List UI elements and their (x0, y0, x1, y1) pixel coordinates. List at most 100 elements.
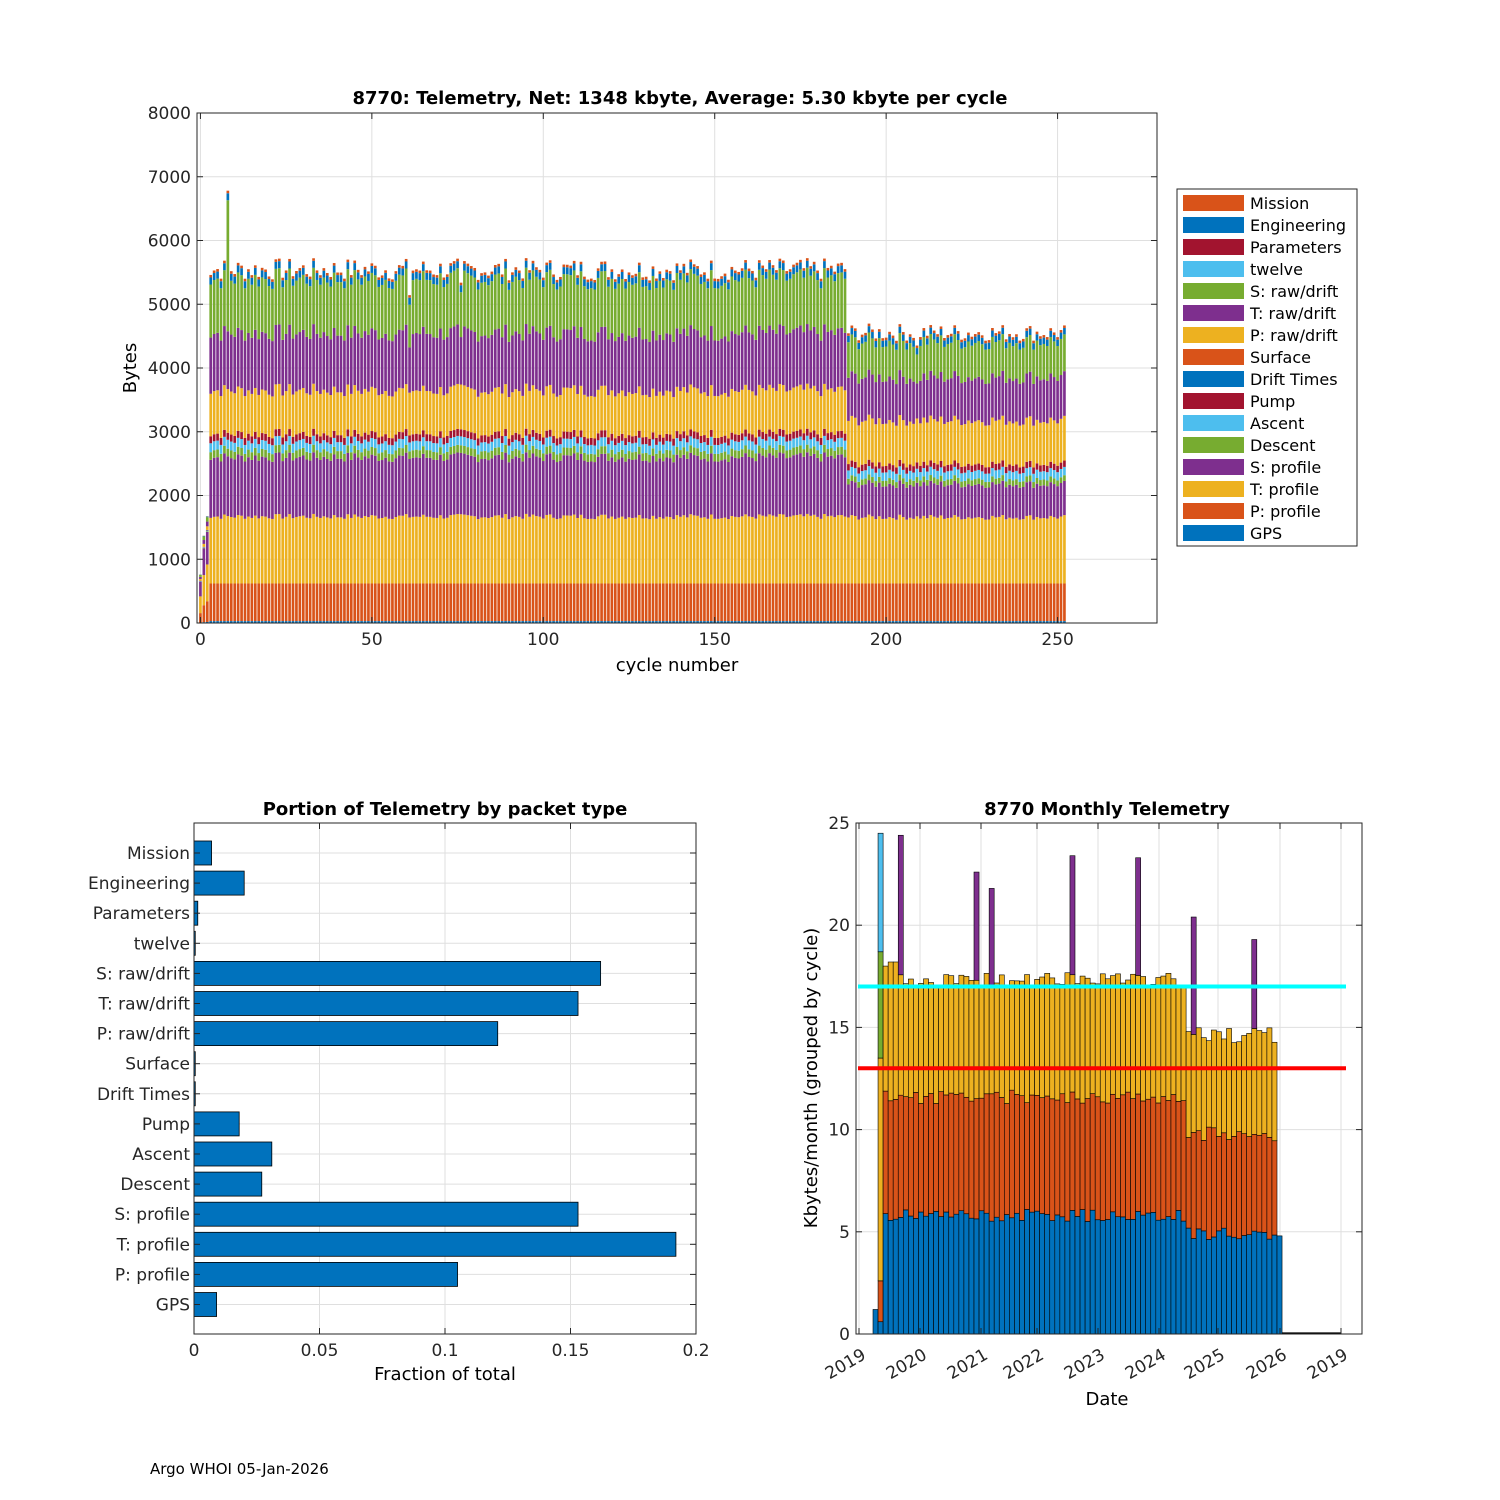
bar-segment (922, 482, 926, 516)
bar-segment (552, 517, 555, 584)
bar-segment (867, 514, 871, 584)
bar-segment (583, 286, 586, 339)
bar-segment (929, 325, 933, 328)
bar-segment (439, 438, 442, 448)
bar-segment (514, 621, 518, 623)
bar-segment (915, 621, 919, 623)
bar-segment (545, 386, 549, 431)
bar-segment (884, 381, 888, 424)
bar-segment (466, 447, 470, 455)
bar-segment (229, 273, 233, 281)
bar-segment (634, 283, 638, 337)
bar-segment (919, 380, 922, 424)
bar-segment (613, 288, 617, 342)
bar-segment (391, 445, 394, 455)
bar-segment (1025, 468, 1029, 477)
bar-segment (1035, 331, 1039, 335)
bar-segment (229, 458, 233, 518)
bar-segment (264, 621, 267, 623)
bar-segment (1008, 517, 1011, 584)
bar-segment (442, 621, 446, 623)
bar-segment (936, 517, 939, 584)
bar-segment (425, 457, 429, 517)
bar-segment (836, 266, 840, 274)
bar-segment (836, 515, 840, 584)
bar-segment (644, 621, 648, 623)
bar-segment (1045, 472, 1049, 481)
bar-segment (802, 621, 806, 623)
bar-segment (421, 271, 425, 327)
bar-segment (1195, 1228, 1202, 1335)
bar-segment (586, 289, 590, 342)
bar-segment (449, 454, 453, 516)
bar-segment (613, 279, 617, 282)
bar-segment (665, 449, 669, 458)
bar-segment (250, 452, 254, 460)
bar-segment (696, 275, 699, 331)
bar-segment (565, 515, 569, 584)
bar-segment (391, 518, 394, 584)
bar-segment (552, 337, 555, 394)
bar-segment (788, 621, 792, 623)
bar-segment (226, 516, 230, 584)
bar-segment (685, 442, 689, 452)
bar-segment (922, 373, 926, 418)
bar-segment (1009, 1217, 1015, 1335)
bar-segment (953, 334, 957, 372)
bar-segment (445, 274, 449, 277)
bar-segment (963, 466, 967, 473)
bar-segment (521, 340, 525, 396)
category-label: twelve (134, 934, 190, 954)
bar-segment (1018, 487, 1022, 520)
bar-segment (1001, 515, 1005, 584)
bar-segment (315, 270, 319, 273)
bar-segment (634, 583, 638, 622)
bar-segment (421, 453, 425, 515)
bar-segment (1140, 1100, 1147, 1216)
bar-segment (799, 325, 802, 385)
bar-segment (994, 377, 998, 421)
bar-segment (260, 277, 264, 332)
bar-segment (610, 621, 614, 623)
bar-segment (692, 328, 696, 388)
bar-segment (881, 347, 885, 382)
bar-segment (860, 464, 864, 472)
bar-segment (264, 333, 267, 391)
stacked-bars (199, 190, 1066, 623)
bar-segment (555, 279, 559, 283)
bar-segment (281, 277, 285, 281)
bar-segment (349, 517, 353, 584)
bar-segment (973, 378, 977, 422)
bar-segment (809, 448, 813, 456)
bar-segment (473, 440, 477, 450)
bar-segment (1049, 1098, 1056, 1221)
bar-segment (836, 583, 840, 622)
bar-segment (593, 519, 597, 584)
bar-segment (271, 621, 274, 623)
bar-segment (1011, 486, 1015, 519)
bar-segment (953, 466, 957, 476)
bar-segment (456, 444, 459, 453)
bar-segment (277, 268, 281, 325)
bar-segment (579, 385, 583, 431)
bar-segment (257, 339, 261, 395)
bar-segment (946, 518, 950, 584)
bar-segment (847, 342, 850, 378)
bar-segment (559, 339, 562, 396)
bar-segment (507, 462, 511, 520)
bar-segment (363, 439, 367, 449)
bar-segment (819, 281, 823, 289)
bar-segment (1003, 986, 1010, 1104)
bar-segment (689, 514, 693, 584)
bar-segment (439, 387, 442, 432)
bar-segment (991, 328, 994, 331)
bar-segment (802, 277, 806, 333)
bar-segment (956, 340, 960, 376)
bar-segment (641, 279, 645, 287)
bar-segment (497, 387, 501, 432)
bar-segment (881, 338, 885, 341)
bar-segment (713, 281, 717, 289)
bar-segment (929, 621, 933, 623)
legend-label: T: raw/drift (1249, 304, 1336, 323)
bar-segment (675, 583, 679, 622)
